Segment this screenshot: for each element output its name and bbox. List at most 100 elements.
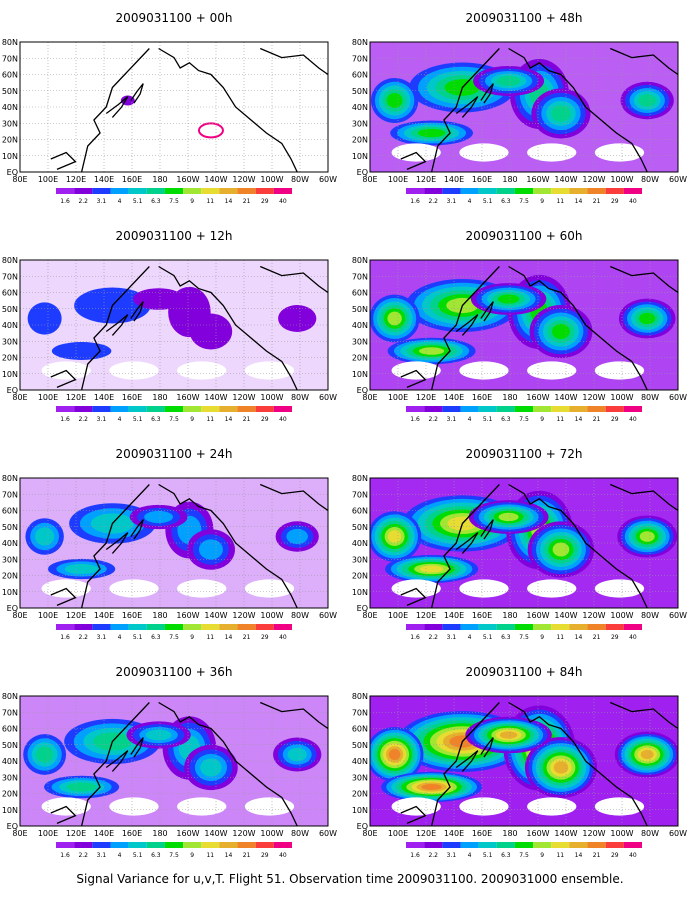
- legend-level-label: 4: [118, 198, 122, 205]
- longitude-tick-label: 100W: [610, 175, 633, 184]
- legend-level-label: 21: [243, 634, 251, 641]
- variance-contour: [36, 746, 54, 763]
- longitude-tick-label: 140W: [554, 393, 577, 402]
- latitude-tick-label: 70N: [2, 54, 18, 63]
- variance-contour: [144, 510, 174, 524]
- coastline: [400, 587, 427, 606]
- latitude-tick-label: 40N: [2, 103, 18, 112]
- legend-level-label: 29: [261, 634, 269, 641]
- latitude-tick-label: 80N: [2, 692, 18, 701]
- legend-swatch: [533, 842, 552, 848]
- legend-level-label: 5.1: [133, 198, 143, 205]
- legend-swatch: [146, 188, 165, 194]
- variance-contour: [66, 782, 97, 792]
- latitude-tick-label: 40N: [352, 321, 368, 330]
- legend-swatch: [605, 842, 624, 848]
- latitude-tick-label: 20N: [352, 136, 368, 145]
- latitude-tick-label: 70N: [2, 708, 18, 717]
- legend-level-label: 21: [593, 416, 601, 423]
- legend-level-label: 1.6: [410, 634, 420, 641]
- map-frame: [369, 41, 679, 173]
- latitude-tick-label: 20N: [2, 572, 18, 581]
- legend-level-label: 9: [190, 198, 194, 205]
- longitude-tick-label: 100E: [388, 611, 408, 620]
- legend-level-label: 1.6: [60, 634, 70, 641]
- legend-level-label: 29: [611, 416, 619, 423]
- variance-contour: [198, 539, 223, 560]
- longitude-tick-label: 160W: [526, 829, 549, 838]
- legend-level-label: 7.5: [519, 634, 529, 641]
- panel-title: 2009031100 + 00h: [116, 11, 233, 25]
- legend-level-label: 1.6: [60, 198, 70, 205]
- coastline: [50, 587, 77, 606]
- coastline: [430, 702, 500, 826]
- coastline: [400, 369, 427, 388]
- longitude-tick-label: 100E: [38, 175, 58, 184]
- longitude-tick-label: 140E: [94, 393, 114, 402]
- legend-level-label: 21: [243, 198, 251, 205]
- longitude-tick-label: 80W: [291, 393, 309, 402]
- latitude-tick-label: EQ: [357, 386, 368, 395]
- legend-level-label: 40: [279, 198, 287, 205]
- longitude-tick-label: 180: [502, 611, 517, 620]
- legend-swatch: [273, 842, 292, 848]
- legend-swatch: [219, 842, 238, 848]
- legend-swatch: [164, 624, 184, 630]
- legend-swatch: [273, 624, 292, 630]
- longitude-tick-label: 60W: [669, 175, 687, 184]
- latitude-tick-label: 80N: [352, 692, 368, 701]
- latitude-tick-label: EQ: [357, 168, 368, 177]
- coastline: [50, 369, 77, 388]
- longitude-tick-label: 100E: [388, 829, 408, 838]
- latitude-tick-label: 50N: [352, 305, 368, 314]
- longitude-tick-label: 80W: [291, 829, 309, 838]
- low-variance-gap: [459, 579, 509, 598]
- coastline: [430, 48, 500, 172]
- map-frame: [19, 259, 329, 391]
- legend-level-label: 6.3: [151, 198, 161, 205]
- coastline: [508, 701, 648, 826]
- latitude-tick-label: 70N: [2, 272, 18, 281]
- legend-level-label: 29: [261, 198, 269, 205]
- coastline: [80, 266, 150, 390]
- latitude-tick-label: 80N: [352, 38, 368, 47]
- low-variance-gap: [459, 143, 509, 162]
- latitude-tick-label: 10N: [352, 152, 368, 161]
- legend-swatch: [587, 406, 606, 412]
- legend-level-label: 1.6: [410, 852, 420, 859]
- legend-level-label: 2.2: [428, 634, 438, 641]
- coastline: [158, 47, 298, 172]
- legend-level-label: 29: [261, 416, 269, 423]
- legend-level-label: 6.3: [501, 198, 511, 205]
- coastline: [609, 483, 678, 512]
- legend-level-label: 11: [206, 634, 214, 641]
- coastline: [455, 96, 479, 118]
- coastline: [259, 265, 328, 294]
- coastline: [105, 314, 129, 336]
- legend-swatch: [424, 624, 443, 630]
- legend-level-label: 3.1: [97, 416, 107, 423]
- legend-level-label: 14: [575, 852, 583, 859]
- legend-level-label: 14: [225, 634, 233, 641]
- legend-swatch: [424, 406, 443, 412]
- coastline: [105, 750, 129, 772]
- legend-swatch: [442, 188, 461, 194]
- longitude-tick-label: 140W: [554, 829, 577, 838]
- variance-contour: [639, 531, 655, 542]
- latitude-tick-label: EQ: [357, 822, 368, 831]
- legend-level-label: 21: [243, 416, 251, 423]
- legend-swatch: [569, 188, 588, 194]
- longitude-tick-label: 100W: [610, 611, 633, 620]
- latitude-tick-label: 20N: [352, 572, 368, 581]
- legend-level-label: 29: [611, 852, 619, 859]
- legend-swatch: [74, 188, 93, 194]
- legend-level-label: 6.3: [151, 634, 161, 641]
- low-variance-gap: [177, 579, 227, 598]
- latitude-tick-label: 30N: [352, 337, 368, 346]
- longitude-tick-label: 160W: [176, 829, 199, 838]
- longitude-tick-label: 100E: [38, 829, 58, 838]
- longitude-tick-label: 180: [152, 175, 167, 184]
- legend-swatch: [110, 842, 129, 848]
- legend-level-label: 1.6: [410, 416, 420, 423]
